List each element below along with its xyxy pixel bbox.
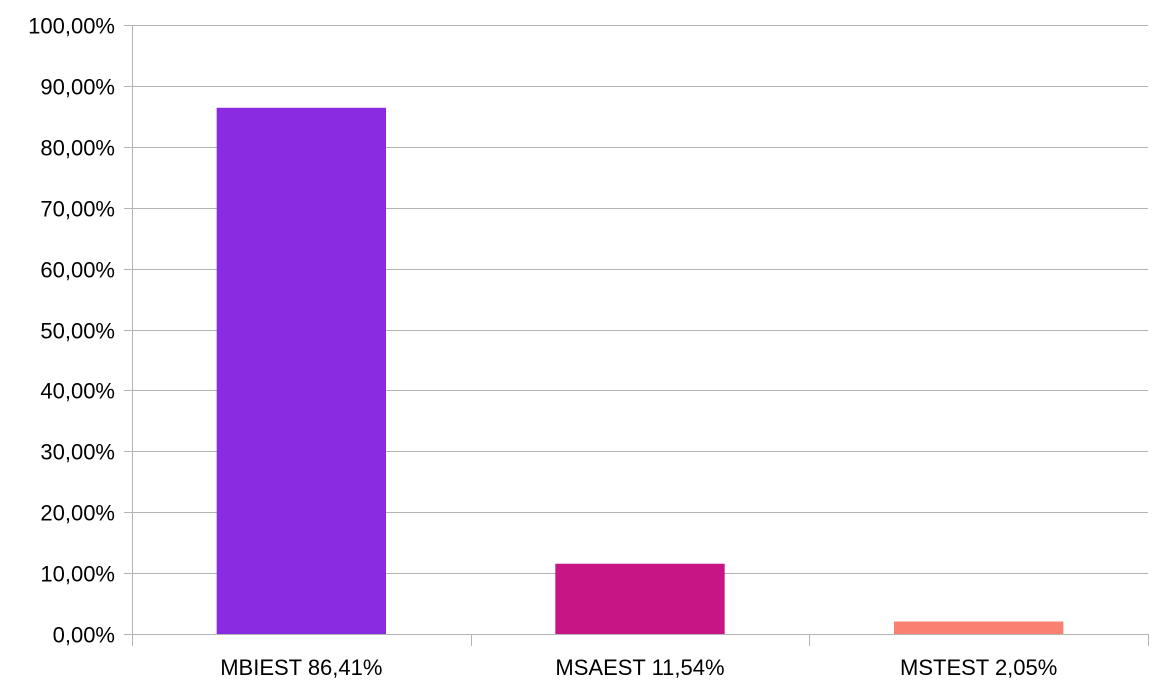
y-tick-label: 80,00%	[40, 136, 115, 161]
y-tick-label: 30,00%	[40, 440, 115, 465]
y-tick-label: 90,00%	[40, 75, 115, 100]
x-tick-label: MSAEST 11,54%	[555, 655, 724, 680]
y-tick-label: 10,00%	[40, 562, 115, 587]
y-axis-tick-labels: 0,00% 10,00% 20,00% 30,00% 40,00% 50,00% 60,00…	[28, 14, 115, 648]
bar	[216, 107, 386, 634]
y-tick-label: 20,00%	[40, 501, 115, 526]
bar	[555, 563, 725, 634]
x-tick-label: MBIEST 86,41%	[220, 655, 382, 680]
x-axis-tick-labels: MBIEST 86,41% MSAEST 11,54% MSTEST 2,05%	[220, 655, 1057, 680]
axes	[132, 25, 1149, 646]
y-tick-label: 60,00%	[40, 258, 115, 283]
y-tick-label: 40,00%	[40, 379, 115, 404]
bars	[216, 107, 1064, 634]
y-tick-label: 70,00%	[40, 197, 115, 222]
y-tick-label: 100,00%	[28, 14, 115, 39]
y-tick-label: 0,00%	[53, 623, 115, 648]
bar	[894, 621, 1064, 634]
y-tick-label: 50,00%	[40, 319, 115, 344]
x-tick-label: MSTEST 2,05%	[900, 655, 1057, 680]
